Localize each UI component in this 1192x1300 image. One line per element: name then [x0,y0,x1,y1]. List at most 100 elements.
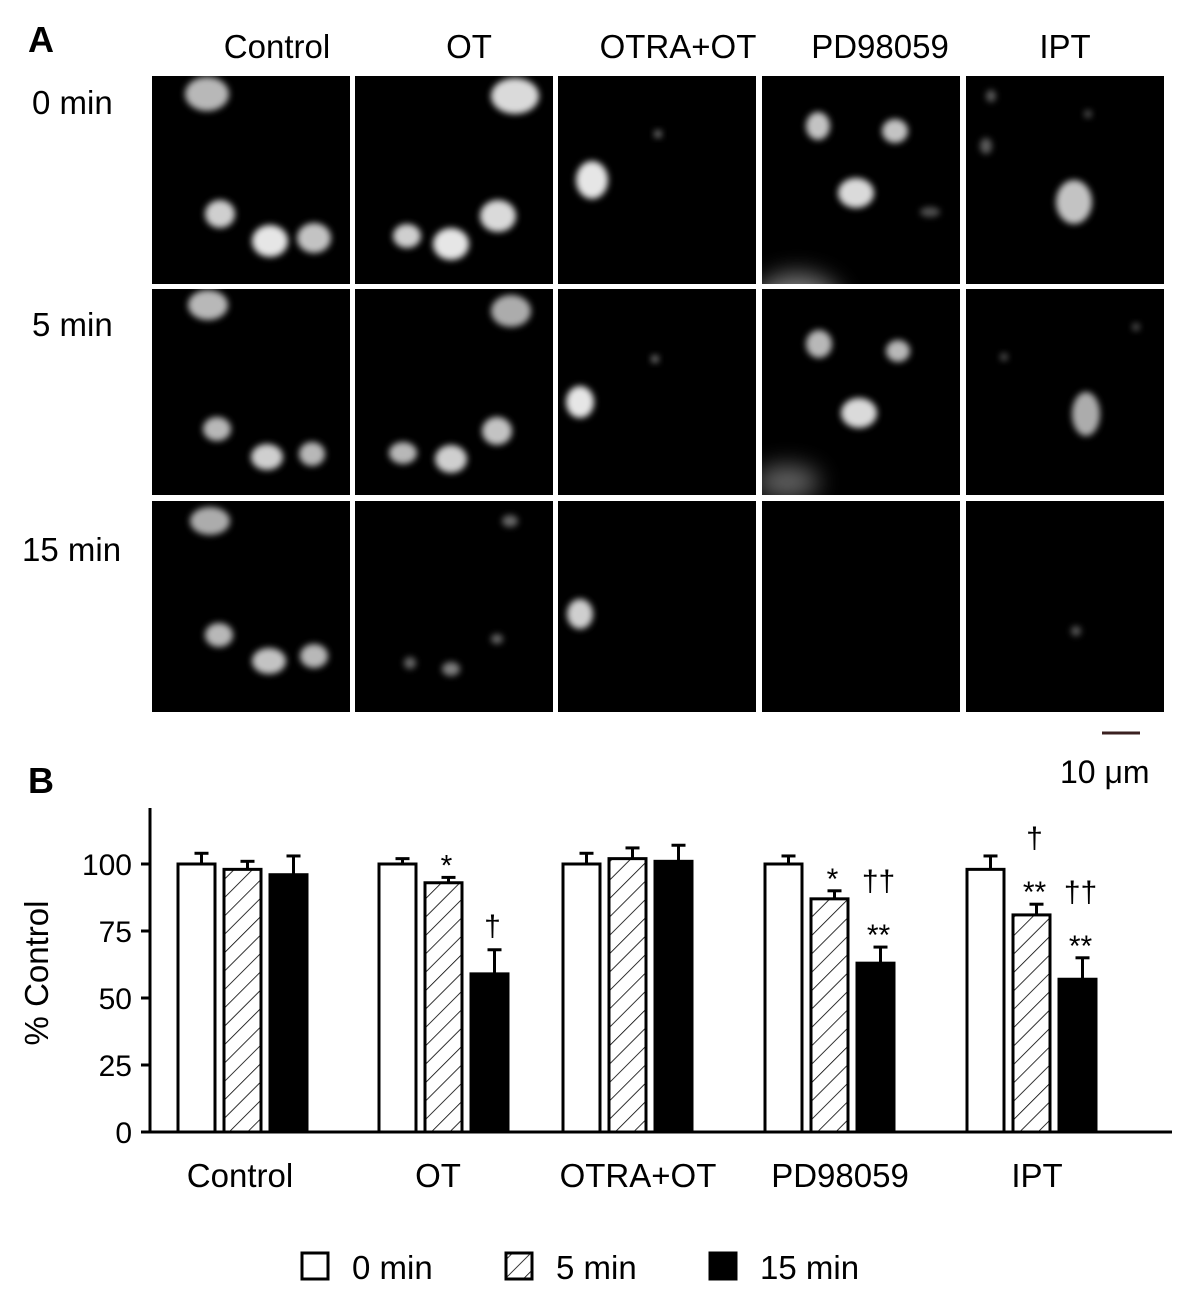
legend-item-5-min: 5 min [504,1249,637,1286]
bar-otra-ot-0-min [561,862,602,1134]
bar-ot-5-min [423,881,464,1134]
bar-pd98059-5-min [809,897,850,1134]
fluorescent-cell [841,398,877,428]
bars [176,843,1098,1134]
significance-mark: †† [862,865,895,898]
fluorescent-cell [806,112,830,140]
fluorescent-cell [566,386,594,418]
fluorescent-cell [404,657,416,669]
fluorescent-cell [1072,392,1100,436]
fluorescent-cell [205,623,233,647]
y-axis-label: % Control [18,901,55,1046]
fluorescent-cell [188,290,228,320]
y-tick-label: 25 [99,1050,132,1083]
micrograph-otra-ot-15-min [558,501,756,712]
micrograph-background [762,501,960,712]
fluorescent-cell [480,200,516,232]
fluorescent-cell [300,644,328,668]
micrograph-background [966,289,1164,495]
legend-swatch [708,1251,738,1281]
fluorescent-cell [882,119,908,143]
y-tick-label: 50 [99,983,132,1016]
y-tick-label: 0 [115,1117,132,1150]
significance-mark: † [1026,822,1043,855]
fluorescent-cell [252,648,286,674]
x-tick-label-otra-ot: OTRA+OT [560,1157,717,1194]
micrograph-control-15-min [152,501,350,712]
fluorescent-cell [838,178,874,208]
bar-pd98059-0-min [763,862,804,1134]
fluorescent-cell [491,295,531,327]
fluorescent-cell [567,599,593,629]
micrograph-background [558,289,756,495]
column-label-ot: OT [446,28,492,65]
row-label-15-min: 15 min [22,531,121,568]
micrograph-ot-5-min [355,289,553,495]
bar-chart: 0 25 50 75 100 * † * †† ** † ** †† ** Control OT OTRA+… [82,808,1172,1194]
x-tick-label-pd98059: PD98059 [771,1157,909,1194]
micrograph-background [152,501,350,712]
legend-item-0-min: 0 min [300,1249,433,1286]
micrograph-ipt-0-min [966,76,1164,284]
micrograph-background [355,501,553,712]
micrograph-column-labels: Control OT OTRA+OT PD98059 IPT [224,28,1091,65]
panel-a-label: A [28,19,54,60]
significance-mark: * [441,849,453,882]
fluorescent-cell [765,274,829,284]
micrograph-ot-0-min [355,76,553,284]
bar-ot-0-min [377,862,418,1134]
fluorescent-cell [1056,180,1092,224]
fluorescent-cell [393,224,421,248]
fluorescent-cell [1000,353,1008,361]
micrograph-ipt-15-min [966,501,1164,712]
fluorescent-cell [762,466,819,495]
bar-otra-ot-5-min [607,857,648,1134]
legend-label: 15 min [760,1249,859,1286]
legend-swatch [300,1251,330,1281]
fluorescent-cell [297,223,331,253]
fluorescent-cell [435,445,467,473]
bar-ot-15-min [469,972,510,1134]
significance-annotations: * † * †† ** † ** †† ** [441,822,1098,963]
row-label-0-min: 0 min [32,84,113,121]
column-label-ipt: IPT [1039,28,1090,65]
bar-ipt-5-min [1011,913,1052,1134]
legend-label: 0 min [352,1249,433,1286]
fluorescent-cell [986,90,996,102]
y-tick-label: 100 [82,849,132,882]
bar-control-15-min [268,873,309,1134]
x-tick-label-ipt: IPT [1011,1157,1062,1194]
fluorescent-cell [886,340,910,362]
fluorescent-cell [1071,626,1081,636]
fluorescent-cell [502,515,518,527]
legend-swatch [504,1251,534,1281]
micrograph-row-labels: 0 min 5 min 15 min [22,84,121,568]
fluorescent-cell [299,442,325,466]
fluorescent-cell [433,228,469,260]
fluorescent-cell [389,442,417,464]
fluorescent-cell [205,200,235,228]
fluorescent-cell [654,130,662,138]
micrograph-background [966,501,1164,712]
micrograph-grid [152,76,1164,712]
fluorescent-cell [576,161,608,199]
column-label-pd98059: PD98059 [811,28,949,65]
bar-otra-ot-15-min [653,859,694,1134]
x-tick-label-ot: OT [415,1157,461,1194]
legend-label: 5 min [556,1249,637,1286]
significance-mark: ** [1023,876,1047,909]
legend: 0 min 5 min 15 min [300,1249,859,1286]
significance-mark: † [484,910,501,943]
fluorescent-cell [203,417,231,441]
micrograph-control-0-min [152,76,350,284]
bar-control-0-min [176,862,217,1134]
x-axis: Control OT OTRA+OT PD98059 IPT [150,1130,1172,1194]
micrograph-pd98059-5-min [762,289,960,495]
micrograph-control-5-min [152,289,350,495]
fluorescent-cell [482,417,512,445]
bar-pd98059-15-min [855,961,896,1134]
micrograph-background [152,76,350,284]
fluorescent-cell [1084,110,1092,118]
fluorescent-cell [252,225,288,257]
